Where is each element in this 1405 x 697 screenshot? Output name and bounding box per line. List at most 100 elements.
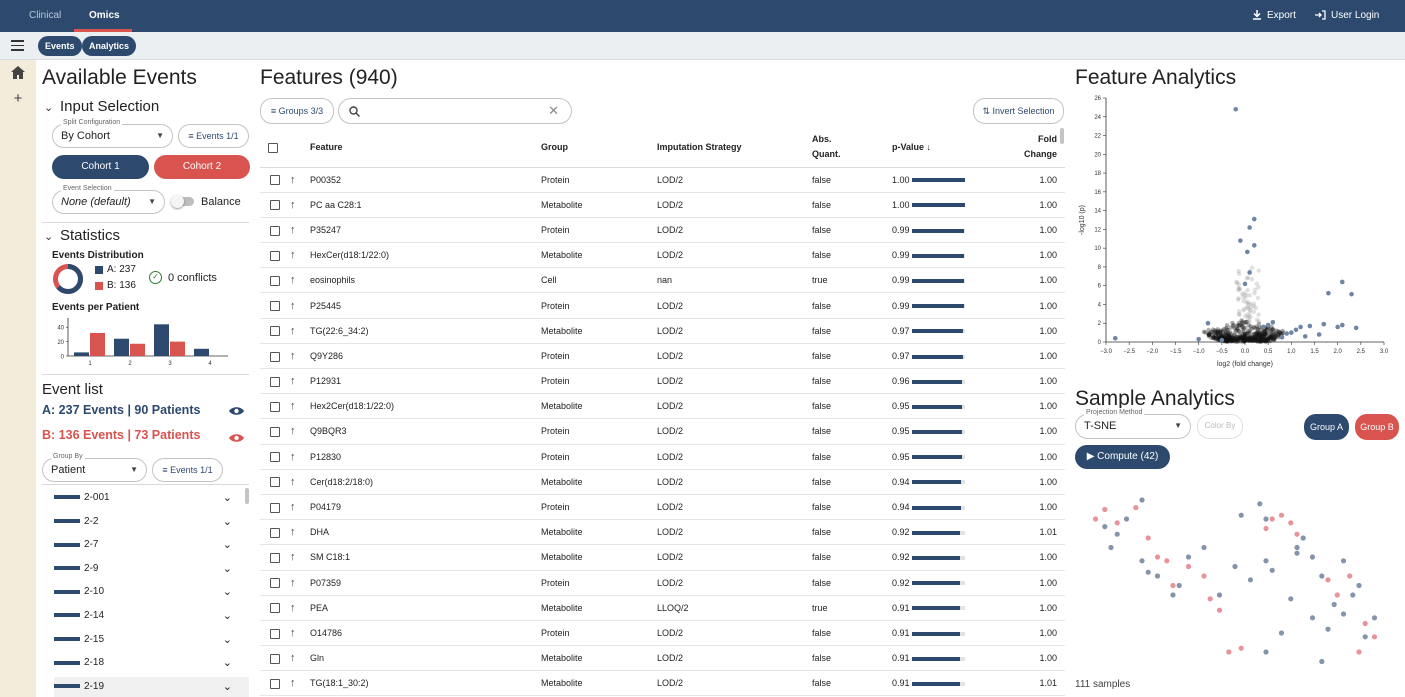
group-b-button[interactable]: Group B bbox=[1355, 414, 1399, 440]
arrow-up-icon[interactable]: ↑ bbox=[290, 349, 296, 362]
table-row[interactable]: ↑ Gln Metabolite LOD/2 false 0.91 1.00 bbox=[260, 645, 1065, 672]
user-login-button[interactable]: User Login bbox=[1315, 0, 1379, 32]
chevron-down-icon[interactable]: ⌄ bbox=[222, 515, 232, 528]
arrow-up-icon[interactable]: ↑ bbox=[290, 501, 296, 514]
event-list-item[interactable]: 2-19 ⌄ bbox=[54, 676, 249, 697]
row-checkbox[interactable] bbox=[270, 200, 280, 211]
table-row[interactable]: ↑ P04179 Protein LOD/2 false 0.94 1.00 bbox=[260, 494, 1065, 521]
event-list-item[interactable]: 2-14 ⌄ bbox=[54, 606, 249, 626]
arrow-up-icon[interactable]: ↑ bbox=[290, 274, 296, 287]
chevron-down-icon[interactable]: ⌄ bbox=[222, 539, 232, 552]
row-checkbox[interactable] bbox=[270, 401, 280, 412]
row-checkbox[interactable] bbox=[270, 502, 280, 513]
table-row[interactable]: ↑ SM C18:1 Metabolite LOD/2 false 0.92 1.00 bbox=[260, 544, 1065, 571]
event-list-item[interactable]: 2-9 ⌄ bbox=[54, 559, 249, 579]
col-fold-change[interactable]: Fold Change bbox=[1009, 128, 1065, 168]
col-group[interactable]: Group bbox=[541, 128, 657, 168]
arrow-up-icon[interactable]: ↑ bbox=[290, 173, 296, 186]
cohort-1-button[interactable]: Cohort 1 bbox=[52, 155, 149, 179]
chevron-down-icon[interactable]: ⌄ bbox=[44, 102, 54, 114]
row-checkbox[interactable] bbox=[270, 225, 280, 236]
clear-icon[interactable]: ✕ bbox=[548, 103, 559, 118]
invert-selection-button[interactable]: ⇅ Invert Selection bbox=[973, 98, 1064, 124]
table-row[interactable]: ↑ Hex2Cer(d18:1/22:0) Metabolite LOD/2 false… bbox=[260, 393, 1065, 420]
arrow-up-icon[interactable]: ↑ bbox=[290, 450, 296, 463]
table-row[interactable]: ↑ P00352 Protein LOD/2 false 1.00 1.00 bbox=[260, 167, 1065, 193]
events-filter-button[interactable]: ≡ Events 1/1 bbox=[152, 458, 223, 482]
tab-omics[interactable]: Omics bbox=[89, 10, 120, 21]
table-row[interactable]: ↑ P07359 Protein LOD/2 false 0.92 1.00 bbox=[260, 570, 1065, 596]
visibility-eye-icon[interactable] bbox=[229, 406, 244, 416]
table-row[interactable]: ↑ P35247 Protein LOD/2 false 0.99 1.00 bbox=[260, 217, 1065, 244]
row-checkbox[interactable] bbox=[270, 175, 280, 186]
hamburger-menu-icon[interactable] bbox=[11, 40, 24, 51]
table-row[interactable]: ↑ DHA Metabolite LOD/2 false 0.92 1.01 bbox=[260, 519, 1065, 546]
row-checkbox[interactable] bbox=[270, 553, 280, 564]
compute-button[interactable]: ▶ Compute (42) bbox=[1075, 445, 1170, 469]
arrow-up-icon[interactable]: ↑ bbox=[290, 400, 296, 413]
row-checkbox[interactable] bbox=[270, 326, 280, 337]
group-by-select[interactable]: Group By Patient ▼ bbox=[42, 452, 147, 482]
row-checkbox[interactable] bbox=[270, 376, 280, 387]
chevron-down-icon[interactable]: ⌄ bbox=[222, 657, 232, 670]
event-list-item[interactable]: 2-001 ⌄ bbox=[54, 488, 249, 508]
table-row[interactable]: ↑ TG(22:6_34:2) Metabolite LOD/2 false 0.97 1.… bbox=[260, 318, 1065, 344]
row-checkbox[interactable] bbox=[270, 427, 280, 438]
split-configuration-select[interactable]: Split Configuration By Cohort ▼ bbox=[52, 118, 173, 148]
row-checkbox[interactable] bbox=[270, 527, 280, 538]
event-list-item[interactable]: 2-10 ⌄ bbox=[54, 582, 249, 602]
arrow-up-icon[interactable]: ↑ bbox=[290, 652, 296, 665]
table-row[interactable]: ↑ P12830 Protein LOD/2 false 0.95 1.00 bbox=[260, 444, 1065, 470]
col-p-value[interactable]: p-Value ↓ bbox=[892, 128, 1009, 168]
table-row[interactable]: ↑ Q9BQR3 Protein LOD/2 false 0.95 1.00 bbox=[260, 418, 1065, 445]
table-row[interactable]: ↑ P12931 Protein LOD/2 false 0.96 1.00 bbox=[260, 368, 1065, 395]
chevron-down-icon[interactable]: ⌄ bbox=[44, 231, 54, 243]
events-filter-button[interactable]: ≡ Events 1/1 bbox=[178, 124, 249, 148]
arrow-up-icon[interactable]: ↑ bbox=[290, 425, 296, 438]
arrow-up-icon[interactable]: ↑ bbox=[290, 677, 296, 690]
group-a-button[interactable]: Group A bbox=[1304, 414, 1349, 440]
arrow-up-icon[interactable]: ↑ bbox=[290, 576, 296, 589]
chevron-down-icon[interactable]: ⌄ bbox=[222, 633, 232, 646]
home-icon[interactable] bbox=[10, 66, 26, 82]
event-list-scrollbar[interactable] bbox=[245, 488, 249, 504]
add-icon[interactable]: + bbox=[13, 90, 23, 107]
analytics-pill[interactable]: Analytics bbox=[82, 36, 137, 56]
arrow-up-icon[interactable]: ↑ bbox=[290, 375, 296, 388]
col-imputation[interactable]: Imputation Strategy bbox=[657, 128, 812, 168]
event-list-item[interactable]: 2-7 ⌄ bbox=[54, 535, 249, 555]
groups-filter-button[interactable]: ≡ Groups 3/3 bbox=[260, 98, 334, 124]
row-checkbox[interactable] bbox=[270, 452, 280, 463]
arrow-up-icon[interactable]: ↑ bbox=[290, 223, 296, 236]
row-checkbox[interactable] bbox=[270, 653, 280, 664]
balance-toggle[interactable] bbox=[171, 195, 194, 208]
visibility-eye-icon[interactable] bbox=[229, 433, 244, 443]
chevron-down-icon[interactable]: ⌄ bbox=[222, 680, 232, 693]
export-button[interactable]: Export bbox=[1252, 0, 1296, 32]
arrow-up-icon[interactable]: ↑ bbox=[290, 626, 296, 639]
row-checkbox[interactable] bbox=[270, 678, 280, 689]
chevron-down-icon[interactable]: ⌄ bbox=[222, 586, 232, 599]
events-pill[interactable]: Events bbox=[38, 36, 82, 56]
cohort-2-button[interactable]: Cohort 2 bbox=[154, 155, 250, 179]
col-abs-quant[interactable]: Abs. Quant. bbox=[812, 128, 892, 168]
row-checkbox[interactable] bbox=[270, 301, 280, 312]
chevron-down-icon[interactable]: ⌄ bbox=[222, 610, 232, 622]
table-row[interactable]: ↑ PC aa C28:1 Metabolite LOD/2 false 1.00 1.00 bbox=[260, 192, 1065, 218]
select-all-checkbox[interactable] bbox=[268, 142, 278, 153]
event-list-item[interactable]: 2-15 ⌄ bbox=[54, 630, 249, 650]
features-table-scrollbar[interactable] bbox=[1060, 128, 1064, 144]
arrow-up-icon[interactable]: ↑ bbox=[290, 601, 296, 614]
row-checkbox[interactable] bbox=[270, 351, 280, 362]
projection-method-select[interactable]: Projection Method T-SNE ▼ bbox=[1075, 408, 1191, 439]
row-checkbox[interactable] bbox=[270, 628, 280, 639]
arrow-up-icon[interactable]: ↑ bbox=[290, 249, 296, 262]
arrow-up-icon[interactable]: ↑ bbox=[290, 526, 296, 539]
row-checkbox[interactable] bbox=[270, 603, 280, 614]
row-checkbox[interactable] bbox=[270, 250, 280, 261]
row-checkbox[interactable] bbox=[270, 578, 280, 589]
arrow-up-icon[interactable]: ↑ bbox=[290, 198, 296, 211]
color-by-button[interactable]: Color By bbox=[1197, 414, 1243, 439]
arrow-up-icon[interactable]: ↑ bbox=[290, 324, 296, 337]
table-row[interactable]: ↑ Q9Y286 Protein LOD/2 false 0.97 1.00 bbox=[260, 343, 1065, 370]
